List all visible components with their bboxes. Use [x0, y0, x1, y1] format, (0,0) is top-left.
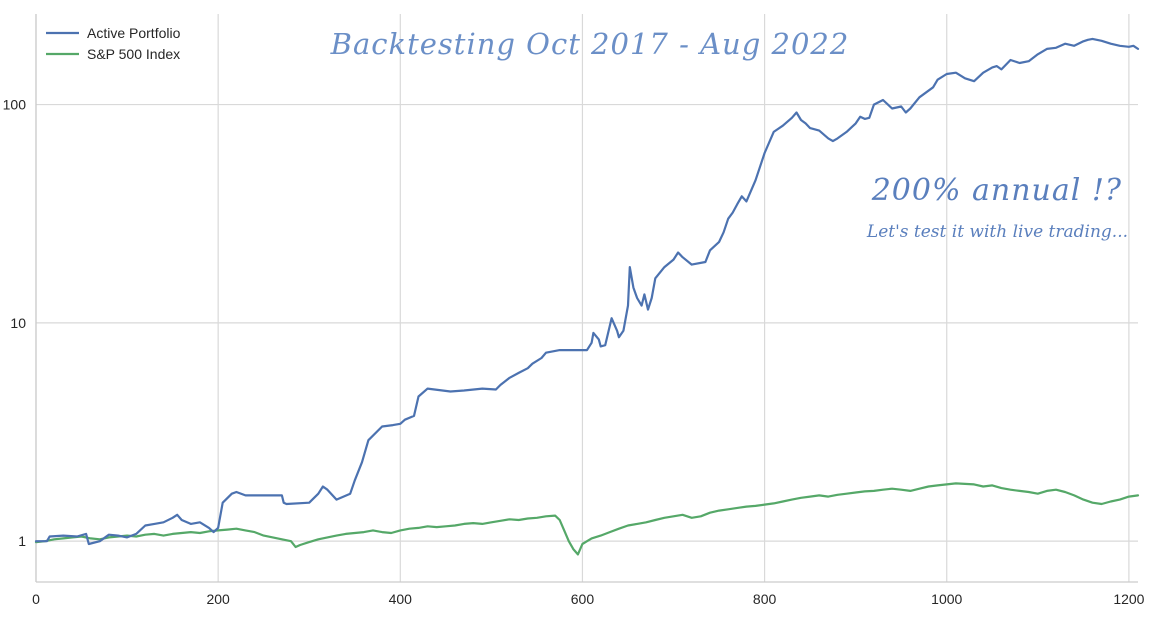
- y-tick-label: 1: [18, 533, 26, 549]
- annotation-annual-return: 200% annual !?: [871, 173, 1122, 208]
- chart-title: Backtesting Oct 2017 - Aug 2022: [330, 27, 850, 61]
- series-line-active-portfolio: [34, 37, 1140, 546]
- annotation-live-trading: Let's test it with live trading...: [866, 222, 1128, 242]
- legend-label-sp500: S&P 500 Index: [87, 46, 180, 62]
- legend: Active Portfolio S&P 500 Index: [46, 25, 181, 62]
- x-tick-label: 1200: [1113, 591, 1144, 607]
- x-tick-label: 600: [571, 591, 595, 607]
- series-line-sp500: [34, 482, 1140, 556]
- grid-lines: [35, 14, 1138, 582]
- axes: [35, 14, 1138, 583]
- x-tick-label: 800: [753, 591, 777, 607]
- x-tick-label: 1000: [931, 591, 962, 607]
- y-tick-label: 10: [10, 315, 26, 331]
- series-layer: [34, 37, 1140, 556]
- y-tick-label: 100: [3, 97, 27, 113]
- x-tick-label: 400: [389, 591, 413, 607]
- x-tick-label: 200: [206, 591, 230, 607]
- tick-labels: 0 200 400 600 800 1000 1200 1 10 100: [3, 97, 1145, 607]
- legend-label-active-portfolio: Active Portfolio: [87, 25, 181, 41]
- x-tick-label: 0: [32, 591, 40, 607]
